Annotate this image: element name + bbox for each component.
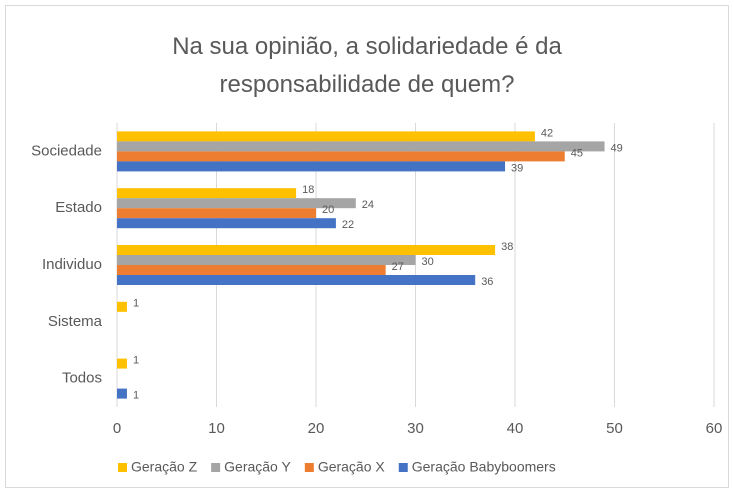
chart-border (5, 5, 729, 488)
bar (117, 301, 127, 312)
data-label: 30 (422, 256, 434, 268)
x-tick-label: 0 (113, 420, 121, 437)
y-tick-label: Individuo (42, 256, 102, 273)
data-label: 27 (392, 261, 404, 273)
x-tick-label: 60 (706, 420, 723, 437)
data-label: 45 (571, 147, 583, 159)
x-tick-label: 10 (208, 420, 225, 437)
data-label: 1 (133, 355, 139, 367)
y-tick-label: Sistema (48, 313, 103, 330)
data-label: 20 (322, 204, 334, 216)
bar (117, 245, 496, 255)
data-label: 24 (362, 199, 374, 211)
chart-title: Na sua opinião, a solidariedade é da res… (172, 33, 562, 98)
x-tick-label: 30 (407, 420, 424, 437)
data-label: 42 (541, 127, 553, 139)
y-tick-label: Sociedade (31, 142, 102, 159)
y-tick-label: Todos (62, 370, 102, 387)
data-label: 1 (133, 390, 139, 402)
x-tick-label: 20 (308, 420, 325, 437)
bar (117, 208, 316, 219)
bar (117, 131, 535, 142)
legend-label: Geração X (318, 459, 386, 475)
bar (117, 188, 297, 199)
bar (117, 141, 605, 152)
legend-swatch (211, 463, 221, 472)
bar (117, 255, 416, 265)
bar (117, 358, 127, 369)
legend-label: Geração Babyboomers (412, 459, 556, 475)
legend-label: Geração Z (131, 459, 198, 475)
bar (117, 161, 506, 172)
data-label: 1 (133, 298, 139, 310)
legend-swatch (398, 463, 408, 472)
bar (117, 388, 127, 399)
data-label: 36 (481, 276, 493, 288)
x-tick-label: 50 (606, 420, 623, 437)
data-label: 39 (511, 162, 523, 174)
bar (117, 275, 476, 285)
bar (117, 265, 386, 275)
bar (117, 198, 356, 209)
bar (117, 218, 336, 229)
data-label: 22 (342, 219, 354, 231)
bar (117, 151, 565, 162)
data-label: 49 (611, 142, 623, 154)
legend-swatch (118, 463, 127, 472)
legend-label: Geração Y (224, 459, 291, 475)
x-tick-label: 40 (507, 420, 524, 437)
y-tick-label: Estado (55, 199, 102, 216)
data-label: 18 (302, 184, 314, 196)
data-label: 38 (501, 241, 513, 253)
legend-swatch (304, 463, 314, 472)
